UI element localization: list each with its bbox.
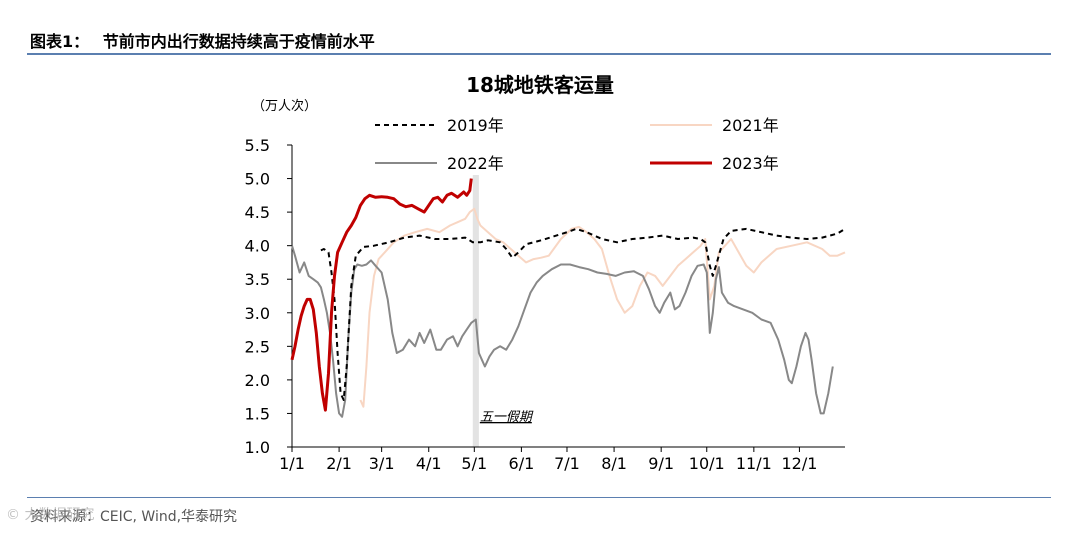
axes-layer: 1.0 1.5 2.0 2.5 3.0 3.5 4.0 4.5 5.0 5.5 1/1 2/1 3/1 4… <box>245 136 845 473</box>
x-tick-label: 5/1 <box>461 454 487 473</box>
x-tick-label: 6/1 <box>509 454 535 473</box>
source-note: 资料来源：CEIC, Wind,华泰研究 <box>30 509 238 525</box>
x-tick-label: 4/1 <box>416 454 442 473</box>
legend-label: 2022年 <box>447 154 504 173</box>
holiday-label: 五一假期 <box>480 410 534 425</box>
x-tick-label: 8/1 <box>601 454 627 473</box>
watermark: © 大数据研究 <box>6 507 95 523</box>
x-tick-label: 2/1 <box>326 454 352 473</box>
legend-label: 2023年 <box>722 154 779 173</box>
y-tick-label: 4.0 <box>245 237 270 256</box>
legend-label: 2019年 <box>447 116 504 135</box>
y-tick-label: 3.5 <box>245 270 270 289</box>
x-tick-label: 7/1 <box>554 454 580 473</box>
series-layer <box>290 178 846 418</box>
chart-title: 18城地铁客运量 <box>466 73 614 97</box>
figure-label: 图表1： <box>30 32 90 51</box>
y-tick-label: 1.0 <box>245 438 270 457</box>
legend: 2019年 2021年 2022年 2023年 <box>375 116 779 173</box>
y-tick-label: 5.0 <box>245 170 270 189</box>
y-axis-unit: （万人次） <box>252 98 317 114</box>
y-tick-label: 4.5 <box>245 203 270 222</box>
x-tick-label: 10/1 <box>689 454 725 473</box>
holiday-band-layer: 五一假期 <box>472 175 534 447</box>
figure-header: 图表1： 节前市内出行数据持续高于疫情前水平 <box>30 28 375 52</box>
header-rule <box>27 53 1051 55</box>
y-tick-label: 2.0 <box>245 371 270 390</box>
series-line-2023 <box>290 178 473 412</box>
x-tick-label: 3/1 <box>369 454 395 473</box>
footer-rule <box>27 497 1051 498</box>
figure-title: 节前市内出行数据持续高于疫情前水平 <box>102 32 375 51</box>
y-tick-label: 1.5 <box>245 404 270 423</box>
y-tick-label: 5.5 <box>245 136 270 155</box>
legend-label: 2021年 <box>722 116 779 135</box>
series-line-2019 <box>320 227 846 401</box>
series-line-2022 <box>291 245 834 418</box>
x-tick-label: 1/1 <box>279 454 305 473</box>
x-tick-label: 11/1 <box>736 454 772 473</box>
y-tick-label: 3.0 <box>245 304 270 323</box>
x-tick-label: 9/1 <box>648 454 674 473</box>
x-tick-label: 12/1 <box>781 454 817 473</box>
series-line-2021 <box>359 207 846 408</box>
holiday-band <box>472 175 479 447</box>
y-tick-label: 2.5 <box>245 337 270 356</box>
